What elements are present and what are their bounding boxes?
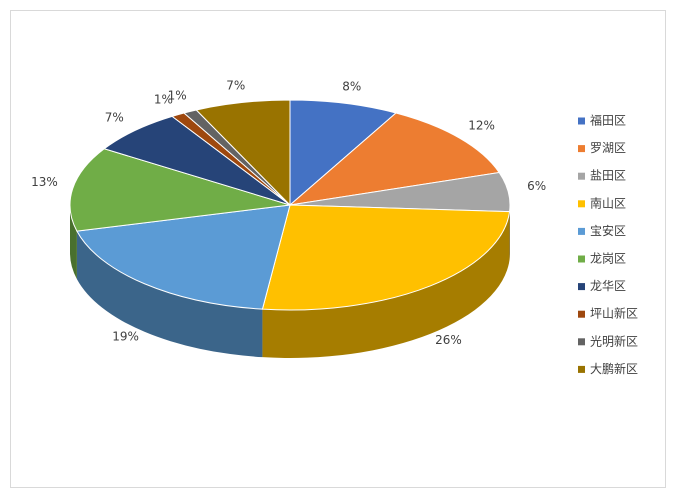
data-label: 26% <box>435 333 462 347</box>
legend-label: 光明新区 <box>590 333 638 348</box>
legend-label: 南山区 <box>590 195 626 210</box>
legend-swatch <box>578 118 585 125</box>
data-label: 12% <box>468 119 495 133</box>
data-label: 7% <box>226 79 245 93</box>
legend-label: 福田区 <box>590 113 626 128</box>
legend-swatch <box>578 228 585 235</box>
data-label: 13% <box>31 175 58 189</box>
legend-swatch <box>578 311 585 318</box>
legend-label: 罗湖区 <box>590 140 626 155</box>
legend-label: 宝安区 <box>590 223 626 238</box>
legend-label: 盐田区 <box>590 169 626 183</box>
legend-swatch <box>578 173 585 180</box>
legend-swatch <box>578 283 585 290</box>
data-label: 7% <box>105 110 124 124</box>
legend-label: 坪山新区 <box>590 306 638 321</box>
legend-label: 龙岗区 <box>590 252 626 266</box>
legend-swatch <box>578 338 585 345</box>
legend-swatch <box>578 200 585 207</box>
data-label: 1% <box>168 89 187 103</box>
legend-label: 大鹏新区 <box>590 361 638 376</box>
data-label: 8% <box>342 80 361 94</box>
legend-swatch <box>578 366 585 373</box>
legend-swatch <box>578 256 585 263</box>
legend-swatch <box>578 145 585 152</box>
legend-label: 龙华区 <box>590 279 626 293</box>
data-label: 6% <box>527 179 546 193</box>
data-label: 19% <box>112 330 139 344</box>
